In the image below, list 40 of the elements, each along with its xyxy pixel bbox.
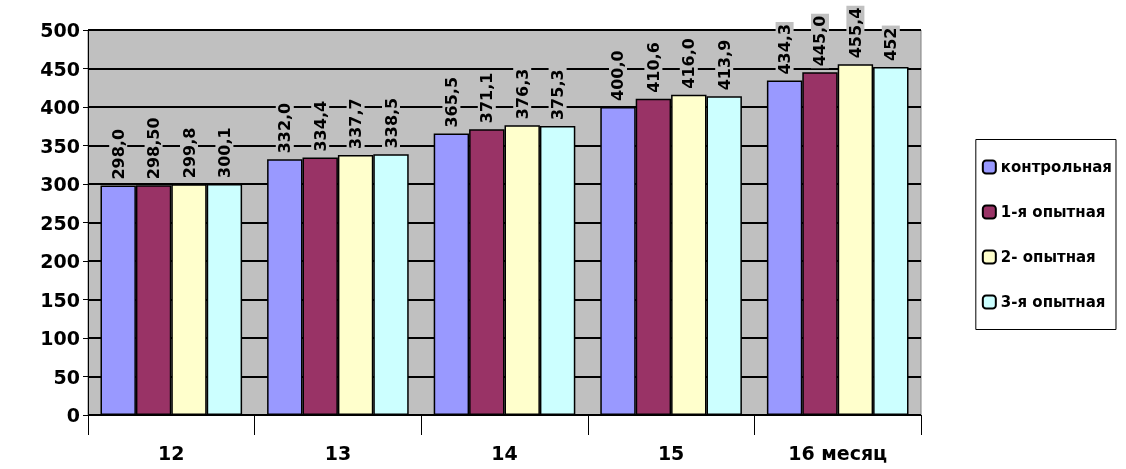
data-label: 337,7 xyxy=(346,98,366,149)
data-label: 371,1 xyxy=(477,72,497,124)
data-label: 455,4 xyxy=(845,7,865,59)
data-label: 400,0 xyxy=(608,50,628,101)
x-tick-label: 12 xyxy=(158,441,185,464)
data-label: 300,1 xyxy=(214,127,234,178)
data-label: 410,6 xyxy=(643,42,663,93)
x-tick-label: 14 xyxy=(491,441,518,464)
y-tick-label: 500 xyxy=(40,19,80,41)
y-tick-label: 450 xyxy=(40,57,80,80)
x-tick-label: 13 xyxy=(324,441,352,464)
x-tick-label: 15 xyxy=(657,441,685,464)
legend-label: 2- опытная xyxy=(1000,248,1096,266)
legend-label: 3-я опытная xyxy=(1000,293,1106,311)
data-label: 416,0 xyxy=(679,38,699,89)
data-label: 445,0 xyxy=(810,15,830,67)
y-tick-label: 250 xyxy=(40,211,80,234)
data-label: 338,5 xyxy=(381,97,401,149)
data-label: 452 xyxy=(881,27,901,61)
data-label: 376,3 xyxy=(512,68,532,120)
data-label: 365,5 xyxy=(441,76,461,128)
legend-label: 1-я опытная xyxy=(1000,203,1106,221)
data-label: 375,3 xyxy=(548,69,568,121)
data-label: 332,0 xyxy=(275,102,295,154)
x-tick-label: 16 месяц xyxy=(788,441,888,464)
y-tick-label: 200 xyxy=(40,250,80,272)
data-label: 434,3 xyxy=(775,23,795,75)
data-label: 413,9 xyxy=(714,39,734,91)
y-tick-label: 350 xyxy=(40,134,80,157)
data-label: 299,8 xyxy=(179,127,199,179)
y-tick-label: 50 xyxy=(53,365,80,388)
y-tick-label: 400 xyxy=(40,96,80,118)
y-tick-label: 150 xyxy=(40,288,80,311)
y-tick-label: 0 xyxy=(66,404,80,426)
data-label: 298,50 xyxy=(144,117,164,180)
y-tick-label: 300 xyxy=(40,173,80,195)
y-tick-label: 100 xyxy=(40,327,80,349)
legend-label: контрольная xyxy=(1000,158,1113,176)
data-label: 334,4 xyxy=(310,100,330,152)
data-label: 298,0 xyxy=(108,128,128,180)
